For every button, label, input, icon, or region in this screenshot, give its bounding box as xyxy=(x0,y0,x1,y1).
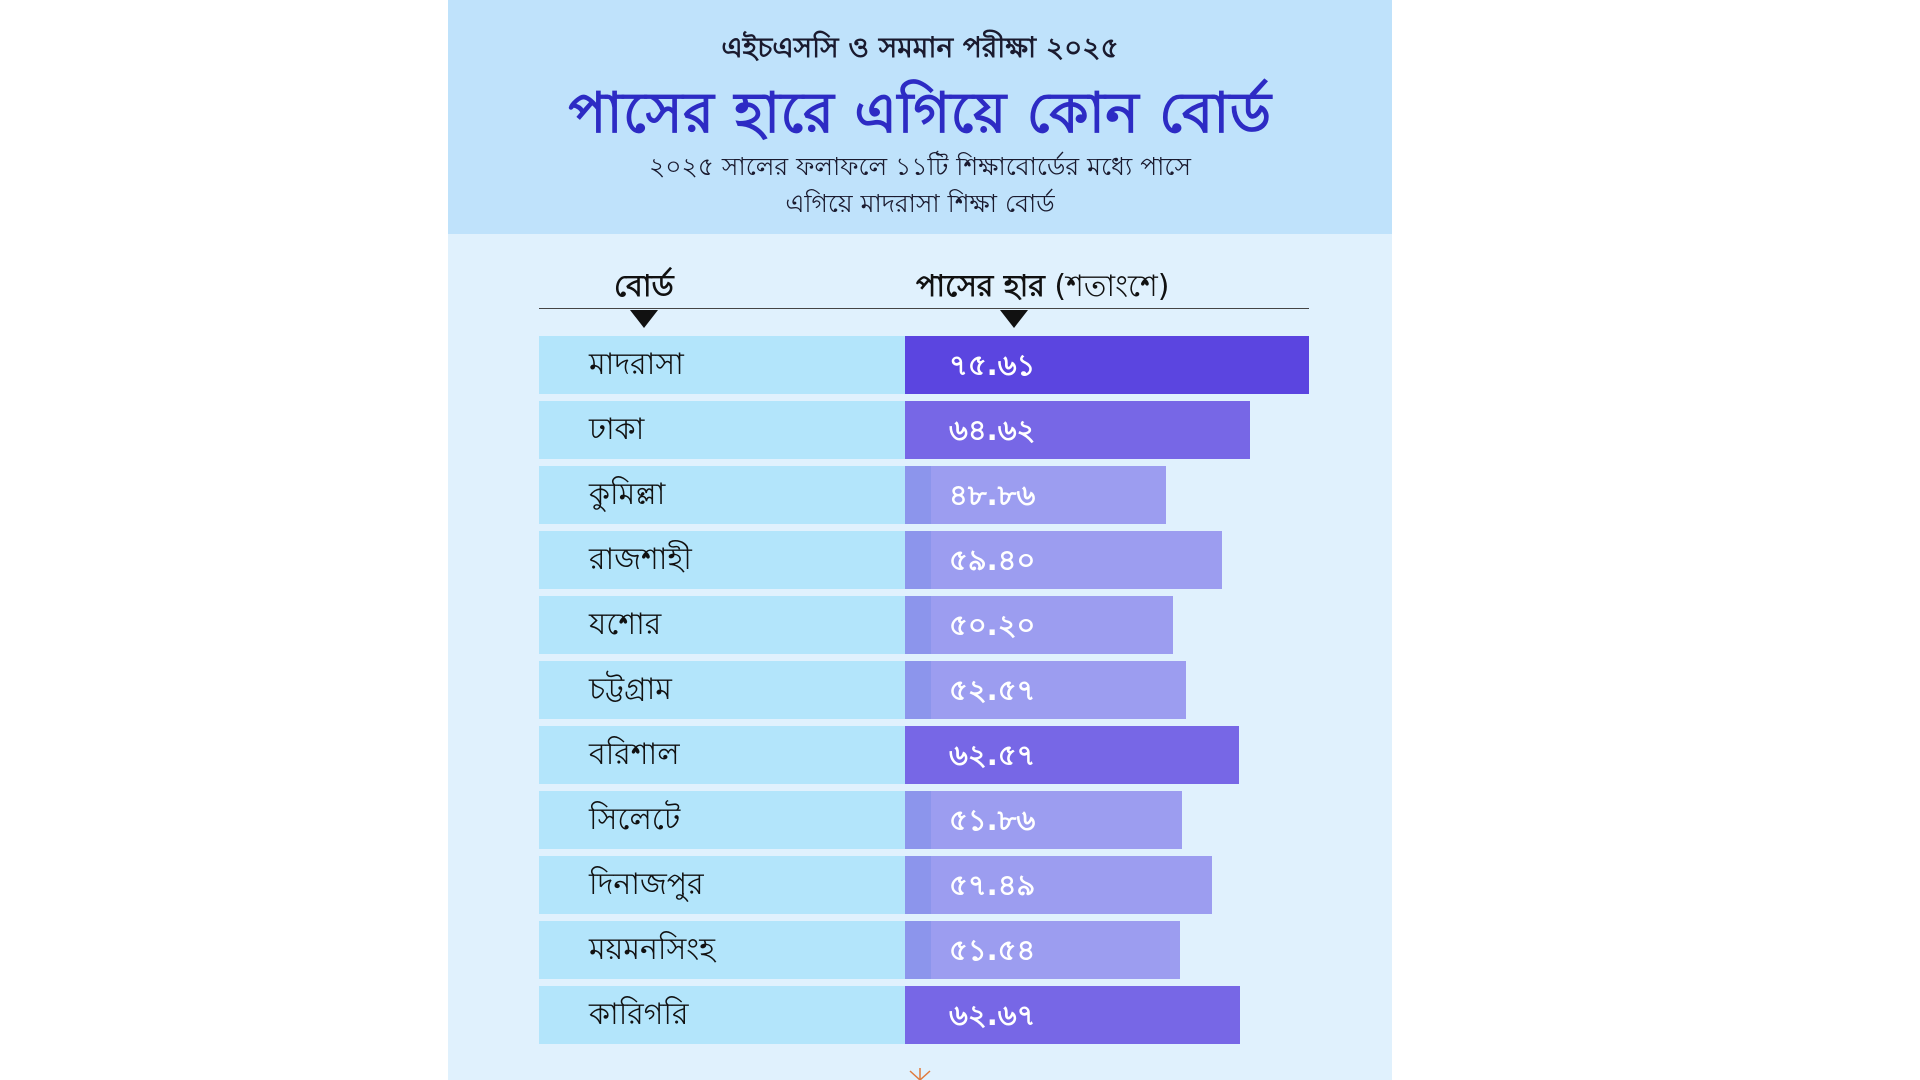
pass-rate-bar xyxy=(905,661,1186,719)
pass-rate-bar xyxy=(905,726,1239,784)
chart-title: পাসের হারে এগিয়ে কোন বোর্ড xyxy=(568,81,1272,146)
pass-rate-bar xyxy=(905,791,1182,849)
pass-rate-value: ৫১.৮৬ xyxy=(949,803,1036,837)
sparkle-icon xyxy=(909,1068,931,1080)
bar-edge-shade xyxy=(905,596,931,654)
pass-rate-bar xyxy=(905,856,1212,914)
pass-rate-bar xyxy=(905,531,1222,589)
pass-rate-bar xyxy=(905,336,1309,394)
header-banner: এইচএসসি ও সমমান পরীক্ষা ২০২৫ পাসের হারে … xyxy=(448,0,1392,234)
pass-rate-bar xyxy=(905,921,1180,979)
down-arrow-icon xyxy=(1000,310,1028,328)
table-row: চট্টগ্রাম ৫২.৫৭ xyxy=(539,661,1309,719)
table-row: সিলেটে ৫১.৮৬ xyxy=(539,791,1309,849)
board-label: ময়মনসিংহ xyxy=(539,921,905,979)
board-label: রাজশাহী xyxy=(539,531,905,589)
board-label: বরিশাল xyxy=(539,726,905,784)
table-row: দিনাজপুর ৫৭.৪৯ xyxy=(539,856,1309,914)
bar-edge-shade xyxy=(905,791,931,849)
pass-rate-bar xyxy=(905,401,1250,459)
table-row: ময়মনসিংহ ৫১.৫৪ xyxy=(539,921,1309,979)
board-label: দিনাজপুর xyxy=(539,856,905,914)
board-label: যশোর xyxy=(539,596,905,654)
bar-edge-shade xyxy=(905,856,931,914)
pass-rate-value: ৫২.৫৭ xyxy=(949,673,1036,707)
pass-rate-bar xyxy=(905,596,1173,654)
pass-rate-value: ৪৮.৮৬ xyxy=(949,478,1036,512)
column-header-rate-unit: (শতাংশে) xyxy=(1054,269,1170,304)
pass-rate-bar xyxy=(905,466,1166,524)
chart-rows: মাদরাসা ৭৫.৬১ ঢাকা ৬৪.৬২ কুমিল্লা ৪৮.৮৬ রাজশাহ… xyxy=(539,336,1309,1046)
infographic-card: এইচএসসি ও সমমান পরীক্ষা ২০২৫ পাসের হারে … xyxy=(448,0,1392,1080)
pass-rate-value: ৫৯.৪০ xyxy=(949,543,1036,577)
table-row: বরিশাল ৬২.৫৭ xyxy=(539,726,1309,784)
subtitle-line-1: ২০২৫ সালের ফলাফলে ১১টি শিক্ষাবোর্ডের মধ্… xyxy=(649,152,1191,181)
column-header-rate: পাসের হার (শতাংশে) xyxy=(916,262,1170,313)
pass-rate-value: ৫১.৫৪ xyxy=(949,933,1036,967)
bar-edge-shade xyxy=(905,661,931,719)
board-label: ঢাকা xyxy=(539,401,905,459)
pass-rate-value: ৬৪.৬২ xyxy=(949,413,1036,447)
board-label: চট্টগ্রাম xyxy=(539,661,905,719)
board-label: সিলেটে xyxy=(539,791,905,849)
board-label: কুমিল্লা xyxy=(539,466,905,524)
pass-rate-value: ৭৫.৬১ xyxy=(949,348,1036,382)
pass-rate-value: ৫০.২০ xyxy=(949,608,1036,642)
header-divider xyxy=(539,308,1309,309)
pass-rate-value: ৬২.৫৭ xyxy=(949,738,1036,772)
bar-edge-shade xyxy=(905,531,931,589)
board-label: মাদরাসা xyxy=(539,336,905,394)
table-row: কুমিল্লা ৪৮.৮৬ xyxy=(539,466,1309,524)
exam-kicker: এইচএসসি ও সমমান পরীক্ষা ২০২৫ xyxy=(721,31,1119,64)
column-header-board: বোর্ড xyxy=(614,262,674,313)
subtitle-line-2: এগিয়ে মাদরাসা শিক্ষা বোর্ড xyxy=(785,189,1055,218)
chart-subtitle: ২০২৫ সালের ফলাফলে ১১টি শিক্ষাবোর্ডের মধ্… xyxy=(448,148,1392,222)
pass-rate-bar xyxy=(905,986,1240,1044)
pass-rate-value: ৬২.৬৭ xyxy=(949,998,1036,1032)
pass-rate-value: ৫৭.৪৯ xyxy=(949,868,1036,902)
column-header-board-label: বোর্ড xyxy=(614,269,674,304)
table-row: কারিগরি ৬২.৬৭ xyxy=(539,986,1309,1044)
column-header-rate-label: পাসের হার xyxy=(916,269,1045,304)
table-row: রাজশাহী ৫৯.৪০ xyxy=(539,531,1309,589)
table-row: মাদরাসা ৭৫.৬১ xyxy=(539,336,1309,394)
table-row: যশোর ৫০.২০ xyxy=(539,596,1309,654)
table-row: ঢাকা ৬৪.৬২ xyxy=(539,401,1309,459)
down-arrow-icon xyxy=(630,310,658,328)
bar-edge-shade xyxy=(905,921,931,979)
bar-edge-shade xyxy=(905,466,931,524)
board-label: কারিগরি xyxy=(539,986,905,1044)
